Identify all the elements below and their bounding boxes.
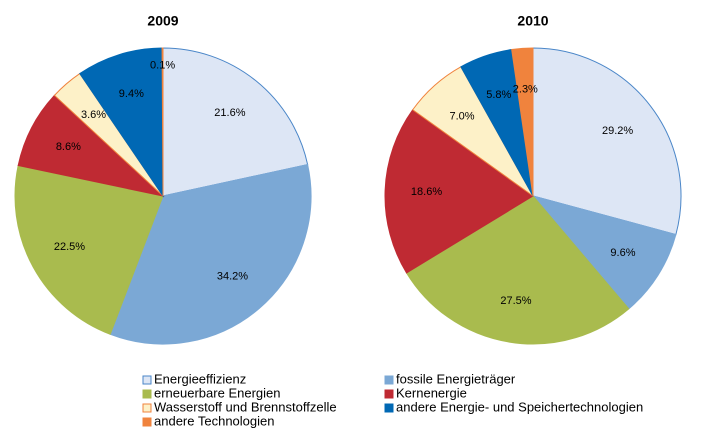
data-label: 29.2%: [602, 125, 633, 137]
data-label: 8.6%: [56, 141, 81, 153]
pie-slice: [532, 47, 682, 236]
pie-slice: [511, 47, 534, 197]
pie-slice: [384, 109, 534, 274]
legend-swatch: [384, 389, 394, 399]
pie-slice: [405, 195, 630, 345]
chart-title: 2009: [147, 13, 178, 29]
legend-label: erneuerbare Energien: [154, 385, 280, 400]
legend-swatch: [142, 403, 152, 413]
pie-slice: [109, 164, 312, 345]
legend-label: Wasserstoff und Brennstoffzelle: [154, 399, 337, 414]
data-label: 18.6%: [411, 186, 442, 198]
pie-slice: [162, 47, 309, 197]
data-label: 7.0%: [449, 110, 474, 122]
pie-slice: [79, 47, 164, 198]
legend-label: andere Energie- und Speichertechnologien: [396, 399, 643, 414]
data-label: 0.1%: [150, 60, 175, 72]
legend-label: Kernenergie: [396, 385, 467, 400]
data-label: 34.2%: [217, 271, 248, 283]
legend-swatch: [142, 389, 152, 399]
legend-swatch: [384, 403, 394, 413]
data-label: 27.5%: [500, 295, 531, 307]
legend-swatch: [142, 375, 152, 385]
data-label: 2.3%: [513, 84, 538, 96]
data-label: 3.6%: [81, 109, 106, 121]
legend-label: andere Technologien: [154, 413, 274, 428]
data-label: 9.6%: [610, 247, 635, 259]
legend-swatch: [384, 375, 394, 385]
legend-label: Energieeffizienz: [154, 371, 246, 386]
pie-slice: [14, 164, 164, 335]
pie-slice: [531, 195, 677, 310]
data-label: 5.8%: [486, 89, 511, 101]
legend-swatch: [142, 417, 152, 427]
chart-title: 2010: [517, 13, 548, 29]
data-label: 21.6%: [214, 107, 245, 119]
legend-label: fossile Energieträger: [396, 371, 516, 386]
data-label: 9.4%: [119, 88, 144, 100]
pie-slice: [161, 47, 164, 197]
data-label: 22.5%: [54, 241, 85, 253]
